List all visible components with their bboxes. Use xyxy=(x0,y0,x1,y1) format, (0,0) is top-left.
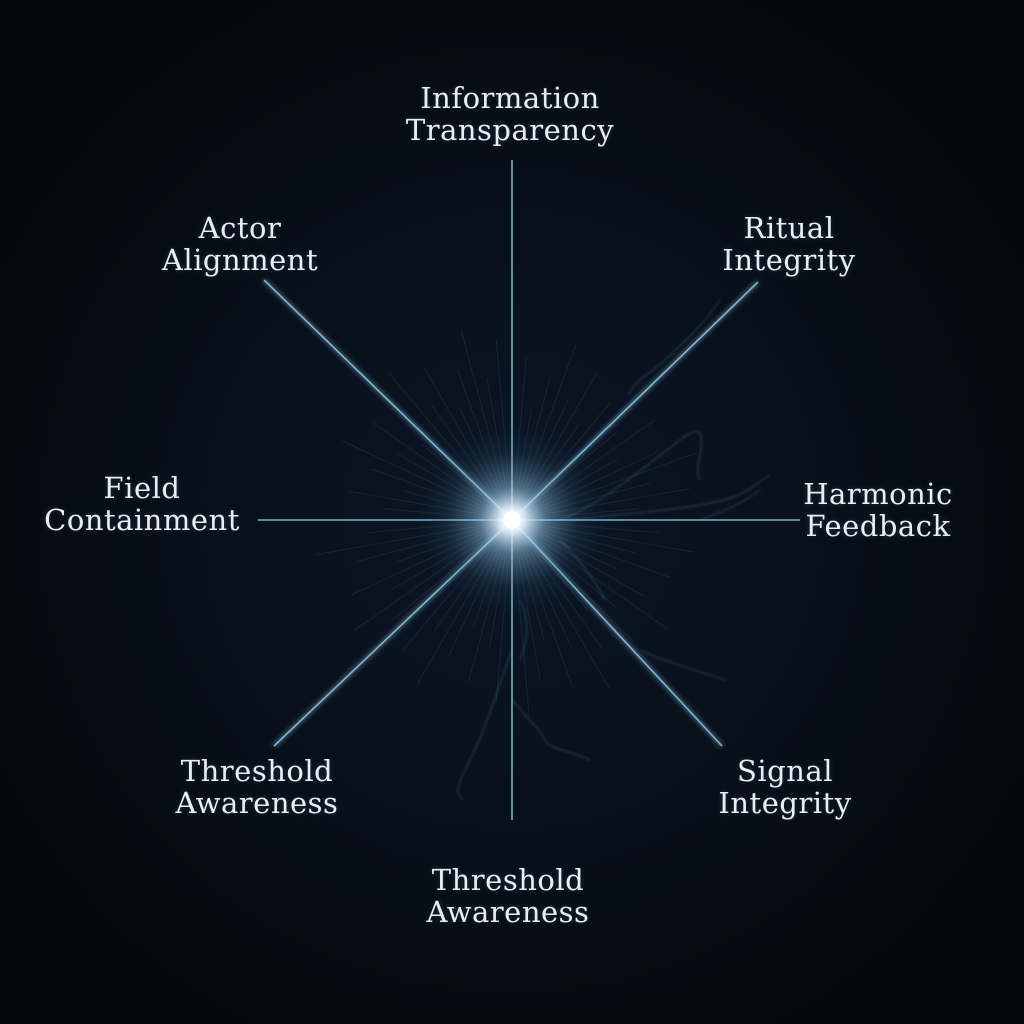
node-label-top-right: Ritual Integrity xyxy=(722,212,855,276)
crack-filament xyxy=(627,299,721,396)
node-label-bottom: Threshold Awareness xyxy=(427,864,590,928)
node-label-right-line1: Harmonic xyxy=(803,477,953,511)
crack-filament xyxy=(511,699,591,761)
crack-filament xyxy=(699,489,761,521)
node-label-bottom-left: Threshold Awareness xyxy=(176,755,339,819)
node-label-top-line2: Transparency xyxy=(405,113,615,147)
node-label-bottom-line1: Threshold xyxy=(431,863,585,897)
node-label-bottom-left-line2: Awareness xyxy=(175,786,339,820)
node-label-top-right-line2: Integrity xyxy=(722,243,856,277)
core-point xyxy=(503,511,521,529)
node-label-top-line1: Information xyxy=(420,81,600,115)
node-label-bottom-right-line2: Integrity xyxy=(718,786,852,820)
node-label-bottom-right: Signal Integrity xyxy=(718,755,851,819)
node-label-top: Information Transparency xyxy=(406,82,614,146)
node-label-left: Field Containment xyxy=(44,472,240,536)
node-label-bottom-line2: Awareness xyxy=(426,895,590,929)
node-label-top-left: Actor Alignment xyxy=(162,212,318,276)
node-label-bottom-right-line1: Signal xyxy=(737,754,833,788)
crack-filament xyxy=(457,649,513,801)
node-label-top-left-line1: Actor xyxy=(198,211,282,245)
node-label-top-left-line2: Alignment xyxy=(161,243,319,277)
node-label-right: Harmonic Feedback xyxy=(803,478,953,542)
crack-filament xyxy=(639,649,726,681)
node-label-left-line2: Containment xyxy=(44,503,240,537)
node-label-bottom-left-line1: Threshold xyxy=(180,754,334,788)
node-label-top-right-line1: Ritual xyxy=(743,211,835,245)
node-label-left-line1: Field xyxy=(103,471,181,505)
node-label-right-line2: Feedback xyxy=(805,509,951,543)
